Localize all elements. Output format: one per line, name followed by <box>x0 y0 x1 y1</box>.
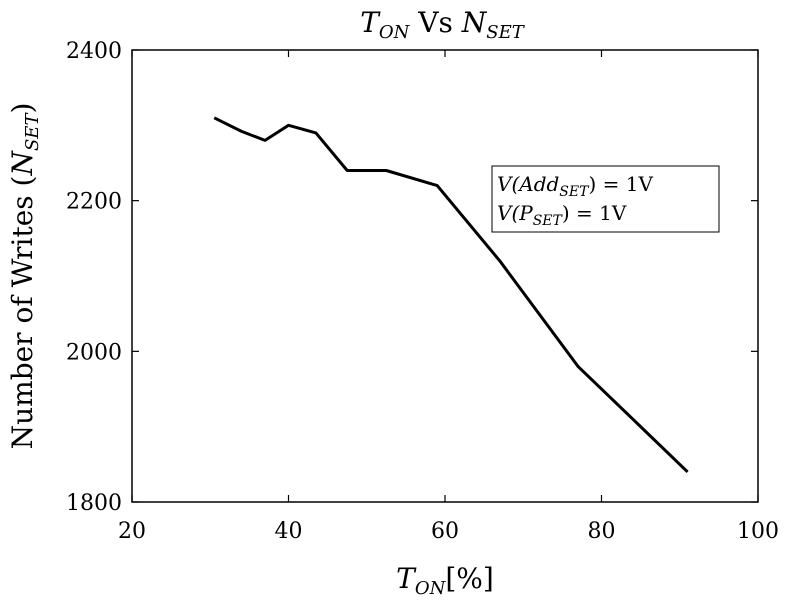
legend-entry-2: V(PSET) = 1V <box>497 201 627 229</box>
legend-entry-1: V(AddSET) = 1V <box>497 172 653 200</box>
x-axis-label: TON[%] <box>396 562 494 599</box>
series-line <box>213 116 689 473</box>
chart-title: TON Vs NSET <box>360 6 526 43</box>
legend: V(AddSET) = 1V V(PSET) = 1V <box>491 165 720 233</box>
y-tick-label: 1800 <box>66 491 122 516</box>
x-tick-label: 60 <box>431 519 459 544</box>
x-tick-label: 40 <box>275 519 303 544</box>
y-tick-label: 2000 <box>66 340 122 365</box>
plot-area <box>131 49 759 503</box>
y-tick-label: 2200 <box>66 190 122 215</box>
y-tick-label: 2400 <box>66 39 122 64</box>
x-tick-label: 80 <box>588 519 616 544</box>
x-tick-label: 100 <box>737 519 779 544</box>
y-axis-label: Number of Writes (NSET) <box>6 103 43 450</box>
legend-box <box>491 165 720 233</box>
y-axis-ticks: 1800 2000 2200 2400 <box>66 39 758 516</box>
series-layer <box>213 116 689 473</box>
x-tick-label: 20 <box>118 519 146 544</box>
x-axis-ticks: 20 40 60 80 100 <box>118 50 779 544</box>
